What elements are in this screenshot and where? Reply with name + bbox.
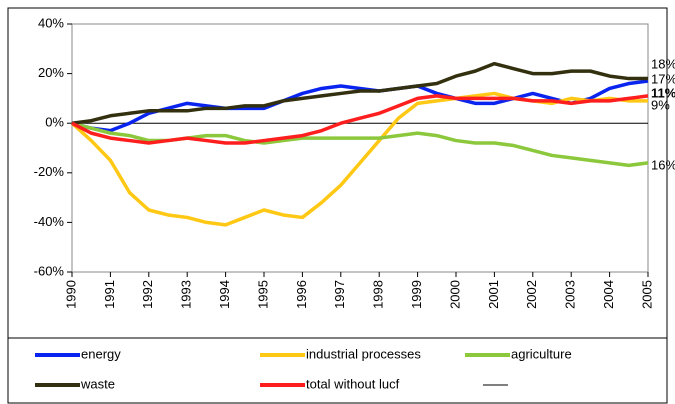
y-tick-label: 0%: [45, 115, 64, 130]
legend-label: agriculture: [511, 346, 572, 361]
plot-area: [71, 23, 649, 273]
y-tick-label: -40%: [34, 214, 65, 229]
line-series: [70, 91, 648, 227]
line-series: [71, 61, 648, 125]
x-tick-label: 1993: [179, 280, 194, 309]
x-tick-label: 2002: [524, 280, 539, 309]
x-tick-label: 1992: [140, 280, 155, 309]
legend-frame: [7, 337, 668, 404]
x-tick-label: 2005: [639, 280, 654, 309]
line-series: [71, 94, 649, 145]
annotation: 17%: [651, 71, 675, 86]
annotation: 9%: [651, 97, 670, 112]
x-tick-label: 1995: [255, 280, 270, 309]
y-tick-label: -20%: [34, 164, 65, 179]
legend-label: industrial processes: [306, 346, 421, 361]
legend-label: waste: [80, 376, 115, 391]
x-tick-label: 1997: [332, 280, 347, 309]
line-series: [71, 79, 649, 133]
y-tick-label: 20%: [38, 65, 64, 80]
line-series: [71, 121, 649, 168]
x-tick-label: 1994: [217, 280, 232, 309]
annotation: 11%: [651, 85, 675, 100]
y-tick-label: 40%: [38, 15, 64, 30]
x-tick-label: 2000: [447, 280, 462, 309]
x-tick-label: 2004: [601, 280, 616, 309]
x-tick-label: 1991: [102, 280, 117, 309]
annotation: 18%: [651, 56, 675, 71]
x-tick-label: 2001: [486, 280, 501, 309]
y-tick-label: -60%: [34, 263, 65, 278]
legend-label: total without lucf: [306, 376, 400, 391]
x-tick-label: 1999: [409, 280, 424, 309]
legend-label: energy: [81, 346, 121, 361]
x-tick-label: 1998: [371, 280, 386, 309]
x-tick-label: 2003: [563, 280, 578, 309]
x-tick-label: 1990: [63, 280, 78, 309]
annotation: 16%: [651, 157, 675, 172]
x-tick-label: 1996: [294, 280, 309, 309]
